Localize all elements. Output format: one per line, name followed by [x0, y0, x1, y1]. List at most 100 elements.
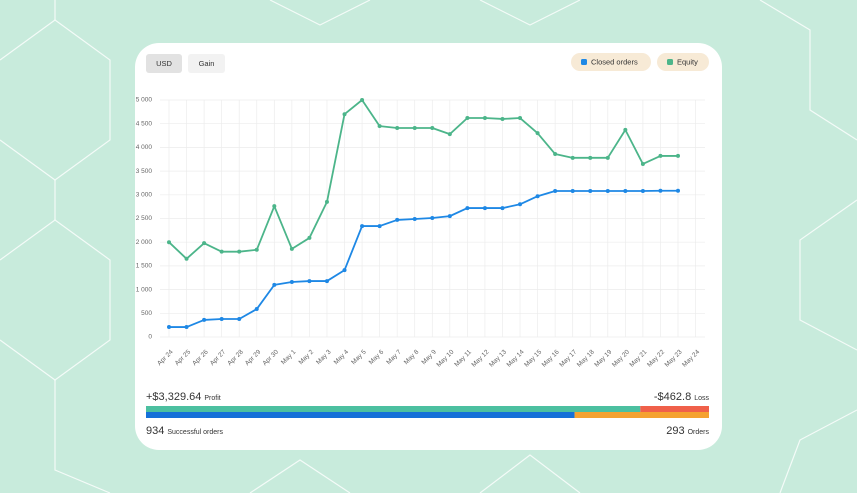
legend-item[interactable] — [571, 53, 651, 71]
orders-bar — [574, 412, 709, 418]
y-tick-label: 2 500 — [136, 215, 153, 222]
loss-label: Loss — [694, 395, 709, 402]
legend-checkbox — [667, 59, 673, 65]
data-point — [219, 316, 224, 321]
data-point — [324, 279, 329, 284]
y-tick-label: 0 — [148, 334, 152, 341]
orders-value: 293 — [666, 425, 684, 437]
bg-line — [269, 0, 371, 26]
legend-label: Equity — [677, 57, 698, 66]
card — [135, 43, 722, 450]
data-point — [202, 317, 207, 322]
data-point — [377, 224, 382, 229]
legend-label: Closed orders — [591, 57, 638, 66]
data-point — [430, 216, 435, 221]
data-point — [640, 161, 645, 166]
data-point — [640, 189, 645, 194]
series-line — [169, 189, 678, 328]
data-point — [553, 152, 558, 157]
usd-button-label[interactable]: USD — [156, 59, 172, 68]
bg-line — [759, 0, 857, 141]
loss-value: -$462.8 — [654, 391, 691, 403]
bg-line — [479, 0, 581, 26]
data-point — [518, 116, 523, 121]
data-point — [412, 125, 417, 130]
successful-orders-value: 934 — [146, 425, 164, 437]
data-point — [360, 224, 365, 229]
gain-button[interactable] — [188, 54, 225, 73]
data-point — [377, 124, 382, 129]
bg-line — [54, 380, 111, 493]
y-tick-label: 3 000 — [136, 192, 153, 199]
data-point — [412, 216, 417, 221]
profit-label: Profit — [204, 395, 220, 402]
y-tick-label: 1 000 — [136, 286, 153, 293]
data-point — [535, 131, 540, 136]
data-point — [307, 235, 312, 240]
data-point — [676, 153, 680, 158]
data-point — [605, 155, 610, 160]
data-point — [202, 241, 207, 246]
data-point — [658, 153, 663, 158]
data-point — [324, 199, 329, 204]
usd-button[interactable] — [146, 54, 182, 73]
legend-checkbox — [581, 59, 587, 65]
successful-orders-label: Successful orders — [167, 429, 223, 436]
data-point — [500, 116, 505, 121]
data-point — [553, 189, 558, 194]
data-point — [184, 256, 189, 261]
data-point — [167, 240, 171, 245]
data-point — [623, 189, 628, 194]
bg-line — [479, 454, 581, 493]
gain-button-label[interactable]: Gain — [199, 59, 215, 68]
data-point — [658, 188, 663, 193]
data-point — [570, 155, 575, 160]
data-point — [184, 325, 189, 330]
data-point — [395, 217, 400, 222]
data-point — [482, 206, 487, 211]
data-point — [570, 189, 575, 194]
legend: Closed orders Equity — [571, 53, 709, 71]
data-point — [482, 116, 487, 121]
data-point — [289, 246, 294, 251]
legend-item[interactable] — [657, 53, 709, 71]
data-point — [254, 307, 259, 312]
data-point — [395, 125, 400, 130]
data-point — [518, 202, 523, 207]
data-point — [447, 132, 452, 137]
orders-label: Orders — [688, 429, 710, 436]
y-tick-label: 5 000 — [136, 97, 153, 104]
series-line — [168, 99, 678, 260]
data-point — [447, 214, 452, 219]
bg-line — [249, 459, 351, 493]
data-point — [167, 325, 171, 330]
y-tick-label: 4 000 — [136, 144, 153, 151]
bg-line — [799, 199, 857, 351]
y-tick-label: 4 500 — [136, 120, 153, 127]
data-point — [588, 189, 593, 194]
y-tick-label: 1 500 — [136, 263, 153, 270]
data-point — [289, 280, 294, 285]
data-point — [465, 206, 470, 211]
data-point — [342, 112, 347, 117]
data-point — [272, 204, 277, 209]
data-point — [219, 249, 224, 254]
data-point — [430, 125, 435, 130]
y-tick-label: 3 500 — [136, 168, 153, 175]
data-point — [588, 155, 593, 160]
data-point — [237, 249, 242, 254]
data-point — [623, 127, 628, 132]
y-tick-label: 500 — [141, 310, 152, 317]
data-point — [272, 282, 277, 287]
bg-line — [0, 219, 111, 381]
y-tick-label: 2 000 — [136, 239, 153, 246]
data-point — [500, 206, 505, 211]
summary: +$3,329.64 Profit Loss-$462.8 934 Successful… — [146, 391, 709, 437]
data-point — [465, 116, 470, 121]
data-point — [307, 279, 312, 284]
bg-line — [779, 409, 857, 493]
profit-value: +$3,329.64 — [146, 391, 201, 403]
chart: 0 500 1 000 1 500 2 000 2 500 3 000 3 500 4 000 4… — [136, 97, 705, 369]
